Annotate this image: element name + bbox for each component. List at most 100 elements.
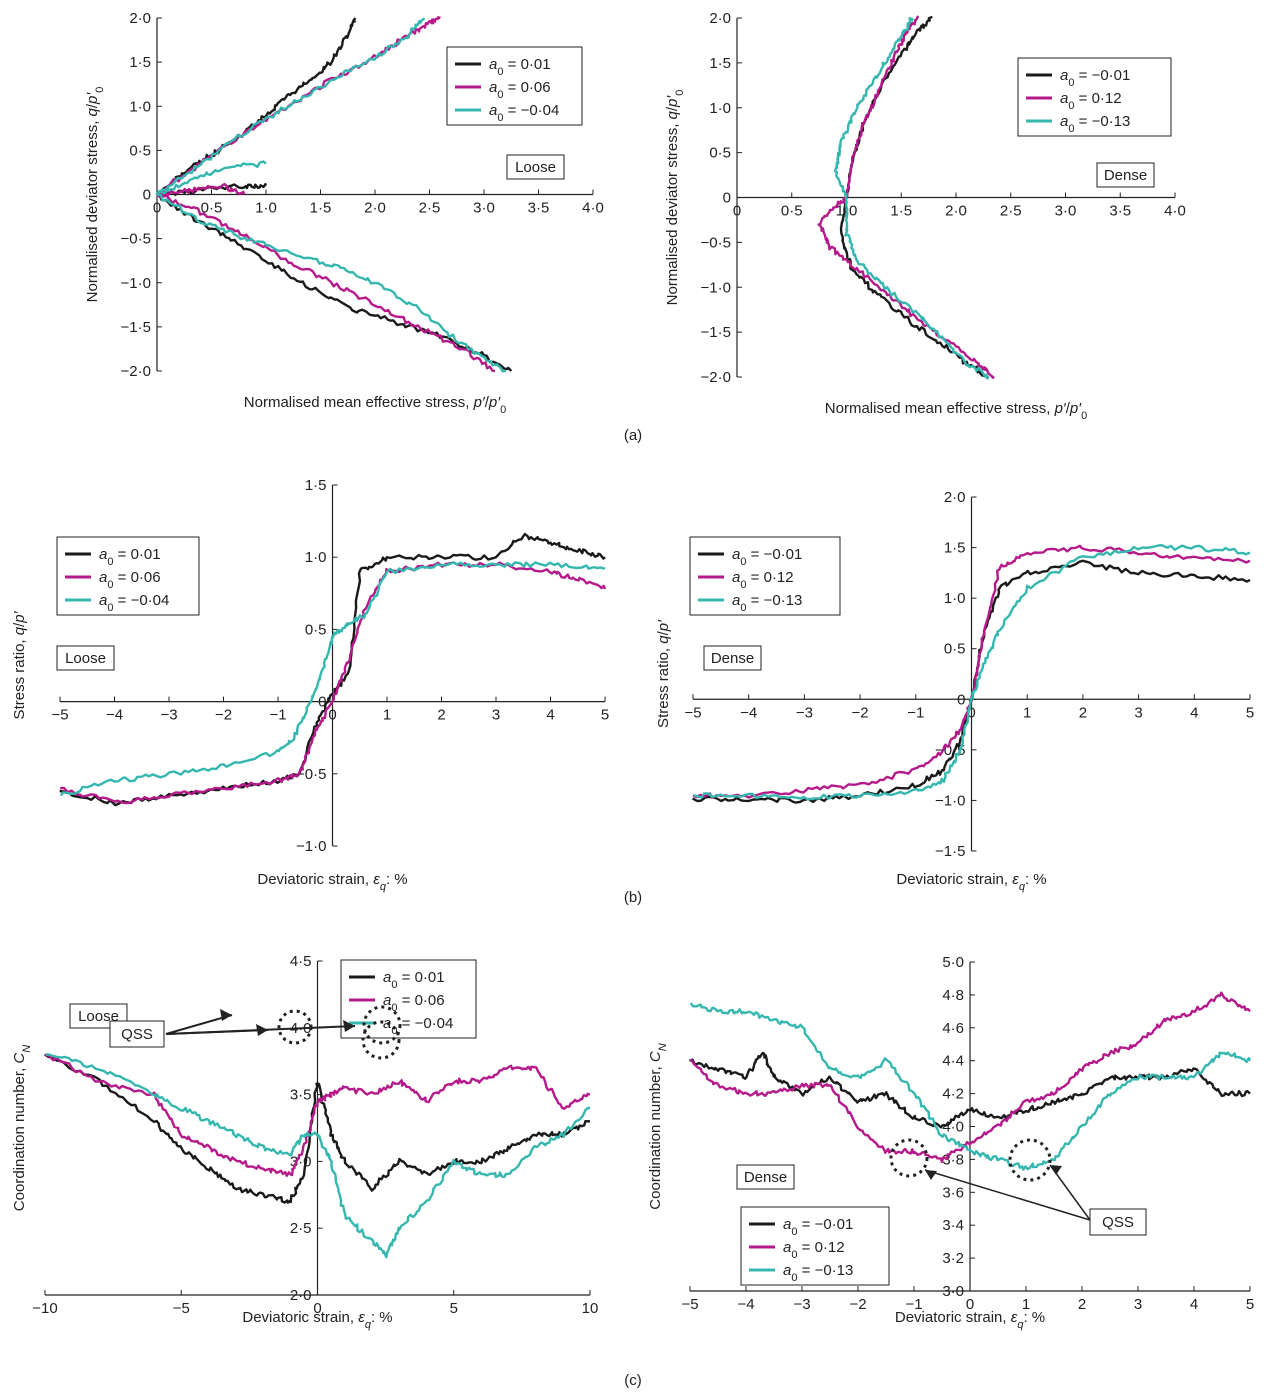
y-axis-label-part: Stress ratio,	[11, 635, 28, 719]
legend-sub: 0	[1068, 100, 1074, 112]
x-tick-label: 0	[313, 1300, 321, 1317]
legend-sub: 0	[740, 602, 746, 614]
y-tick-label: 4·6	[942, 1020, 964, 1037]
x-tick-label: 1·5	[310, 200, 332, 217]
y-tick-label: 0	[318, 694, 326, 711]
x-axis-label-part: /	[485, 394, 490, 411]
x-tick-label: 0·5	[781, 203, 803, 220]
series-magenta-line	[60, 561, 607, 805]
x-axis-label-part: Normalised mean effective stress,	[825, 400, 1055, 417]
x-axis-label: Normalised mean effective stress, p′/p′0	[244, 394, 506, 416]
x-axis-label: Deviatoric strain, εq: %	[895, 1309, 1045, 1331]
legend-value: = 0·12	[746, 569, 793, 586]
series-cyan-line	[689, 1002, 1252, 1171]
chart-a-dense: 0 0·5 1·0 1·5 2·0 2·5 3·0 3·5 4·0 −2·0 −1·5 −1·0 −0·…	[664, 10, 1186, 422]
y-axis-label-part: /	[655, 630, 672, 635]
x-tick-label: 1·5	[890, 203, 912, 220]
y-axis-label-part: N	[21, 1045, 33, 1053]
condition-label: Loose	[515, 159, 556, 176]
y-tick-label: 0	[723, 190, 731, 207]
y-tick-label: 4·4	[942, 1053, 964, 1070]
y-tick-label: 0	[957, 691, 965, 708]
legend-sub: 0	[791, 1249, 797, 1261]
y-tick-label: 1·0	[709, 100, 731, 117]
x-tick-label: 5	[601, 707, 609, 724]
x-axis-label-part: p′	[473, 394, 486, 411]
legend-value: = −0·04	[113, 592, 169, 609]
y-tick-label: −1·5	[935, 843, 965, 860]
legend-label: a0 = 0·06	[383, 992, 445, 1014]
x-axis-label-part: Deviatoric strain,	[896, 871, 1012, 888]
legend-value: = 0·06	[113, 569, 160, 586]
x-axis-label-part: : %	[371, 1309, 393, 1326]
panel-label: (b)	[624, 889, 642, 906]
x-tick-label: 1	[1022, 1296, 1030, 1313]
series-black-line	[156, 192, 513, 372]
legend-value: = −0·13	[1074, 113, 1130, 130]
x-tick-label: 10	[582, 1300, 599, 1317]
x-tick-label: 2·0	[945, 203, 967, 220]
x-axis-label-part: p′	[1069, 400, 1082, 417]
qss-label: QSS	[1102, 1214, 1134, 1231]
y-tick-label: −1·0	[296, 838, 326, 855]
x-axis-label-part: p′	[1054, 400, 1067, 417]
x-tick-label: 0	[153, 200, 161, 217]
y-axis-label-part: q	[655, 635, 672, 644]
x-tick-label: 2	[437, 707, 445, 724]
x-axis-label-part: /	[1066, 400, 1071, 417]
y-tick-label: 3·6	[942, 1184, 964, 1201]
x-axis-label: Deviatoric strain, εq: %	[257, 871, 407, 893]
condition-label-box	[506, 154, 565, 180]
y-tick-label: −1·0	[121, 275, 151, 292]
x-axis-label-part: q	[1019, 881, 1026, 893]
x-tick-label: 5	[1246, 1296, 1254, 1313]
qss-box	[109, 1020, 165, 1048]
x-axis-label-part: p′	[488, 394, 501, 411]
x-axis-label-part: : %	[386, 871, 408, 888]
y-tick-label: 0	[143, 187, 151, 204]
series-magenta-line	[156, 193, 496, 373]
x-tick-label: 4	[546, 707, 554, 724]
qss-circle	[889, 1138, 929, 1178]
x-tick-label: 0	[328, 707, 336, 724]
y-axis-label-part: p′	[664, 95, 681, 108]
legend-a: a	[489, 56, 497, 73]
x-axis-label-part: Normalised mean effective stress,	[244, 394, 474, 411]
legend-a: a	[783, 1262, 791, 1279]
y-axis-label-part: Normalised deviator stress,	[664, 119, 681, 305]
x-axis-label-part: 0	[1081, 410, 1087, 422]
x-axis-label: Deviatoric strain, εq: %	[896, 871, 1046, 893]
legend-label: a0 = −0·04	[489, 102, 559, 124]
series-cyan-line	[59, 561, 606, 797]
y-axis-label-part: Stress ratio,	[655, 644, 672, 728]
series-magenta-line	[845, 15, 919, 198]
series-black-line	[43, 1053, 590, 1204]
panel-label: (c)	[624, 1372, 642, 1389]
legend-label: a0 = −0·13	[783, 1262, 853, 1284]
panel-label: (a)	[624, 427, 642, 444]
x-tick-label: 2·5	[419, 200, 441, 217]
y-tick-label: −1·5	[121, 319, 151, 336]
y-axis-label: Normalised deviator stress, q/p′0	[664, 90, 686, 306]
legend-sub: 0	[107, 556, 113, 568]
y-tick-label: 0·5	[709, 145, 731, 162]
y-tick-label: 4·8	[942, 987, 964, 1004]
series-cyan-line	[155, 17, 426, 196]
x-tick-label: −3	[796, 704, 813, 721]
legend-label: a0 = 0·12	[1060, 90, 1122, 112]
y-tick-label: 0·5	[129, 142, 151, 159]
series-magenta-line	[157, 182, 246, 198]
x-tick-label: −4	[106, 707, 123, 724]
legend-a: a	[383, 969, 391, 986]
y-tick-label: 2·0	[944, 489, 966, 506]
x-tick-label: 1·0	[255, 200, 277, 217]
x-axis-label-part: q	[365, 1319, 372, 1331]
legend-sub: 0	[497, 66, 503, 78]
legend-a: a	[1060, 113, 1068, 130]
y-axis-label-part: p′	[655, 619, 672, 632]
legend-a: a	[783, 1239, 791, 1256]
x-tick-label: −3	[793, 1296, 810, 1313]
legend-a: a	[99, 546, 107, 563]
y-tick-label: 1·0	[305, 549, 327, 566]
y-tick-label: 1·5	[944, 540, 966, 557]
